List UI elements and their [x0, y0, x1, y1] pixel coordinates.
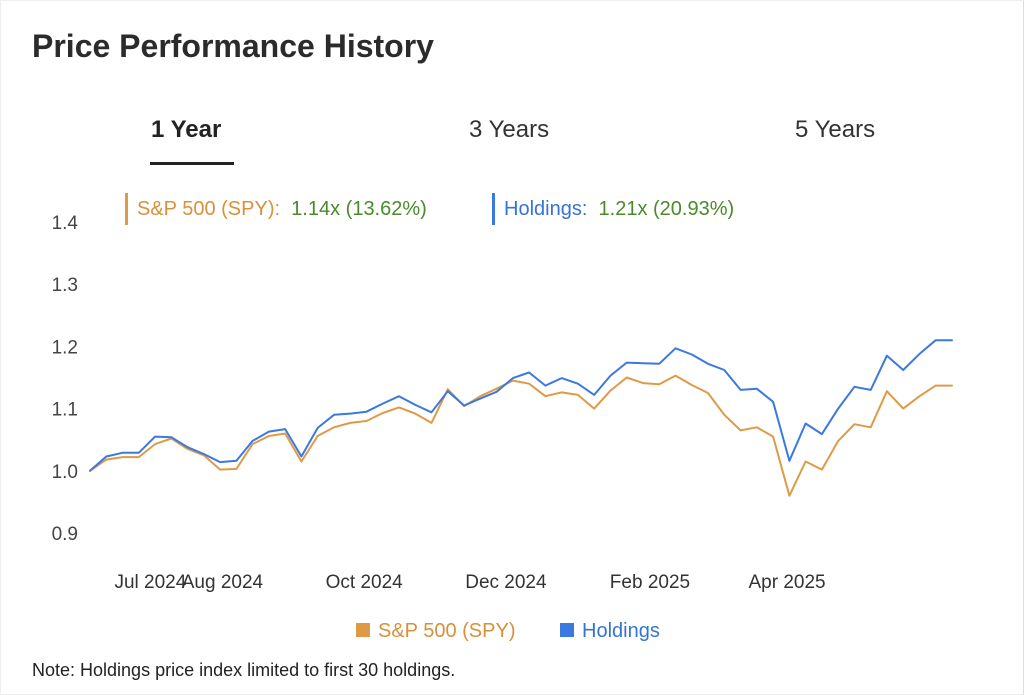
y-tick-label: 1.0: [52, 462, 78, 483]
y-tick-label: 1.1: [52, 400, 78, 421]
x-tick-label: Oct 2024: [326, 572, 404, 593]
y-tick-label: 1.4: [52, 213, 79, 234]
spy-stat-label: S&P 500 (SPY):: [137, 198, 281, 220]
legend-swatch-spy: [356, 622, 370, 637]
y-tick-label: 1.3: [52, 275, 78, 296]
spy-stat-text: S&P 500 (SPY): 1.14x (13.62%): [137, 198, 427, 221]
footnote: Note: Holdings price index limited to fi…: [32, 660, 456, 680]
legend-item-spy[interactable]: S&P 500 (SPY): [356, 620, 515, 643]
spy-stat-value: 1.14x (13.62%): [291, 198, 427, 220]
tab-3-years[interactable]: 3 Years: [469, 116, 550, 143]
holdings-stat-label: Holdings:: [504, 198, 588, 220]
holdings-stat-value: 1.21x (20.93%): [598, 198, 735, 220]
legend-label-spy: S&P 500 (SPY): [378, 620, 516, 642]
x-tick-label: Jul 2024: [114, 572, 186, 593]
spy-stat-marker: [125, 193, 128, 225]
page-title: Price Performance History: [32, 28, 434, 64]
holdings-stat-text: Holdings: 1.21x (20.93%): [504, 198, 734, 221]
y-tick-label: 1.2: [52, 337, 78, 358]
legend-item-holdings[interactable]: Holdings: [560, 620, 660, 643]
spy-series-line: [89, 374, 953, 497]
holdings-series-line: [89, 339, 953, 472]
legend-label-holdings: Holdings: [582, 620, 660, 642]
x-tick-label: Apr 2025: [748, 572, 825, 593]
legend-swatch-holdings: [560, 622, 574, 637]
x-tick-label: Feb 2025: [610, 572, 690, 593]
y-tick-label: 0.9: [52, 524, 78, 545]
x-tick-label: Dec 2024: [465, 572, 547, 593]
active-tab-underline: [150, 162, 234, 165]
tab-1-year[interactable]: 1 Year: [151, 116, 222, 143]
x-tick-label: Aug 2024: [182, 572, 264, 593]
holdings-stat-marker: [492, 193, 495, 225]
tab-5-years[interactable]: 5 Years: [795, 116, 876, 143]
